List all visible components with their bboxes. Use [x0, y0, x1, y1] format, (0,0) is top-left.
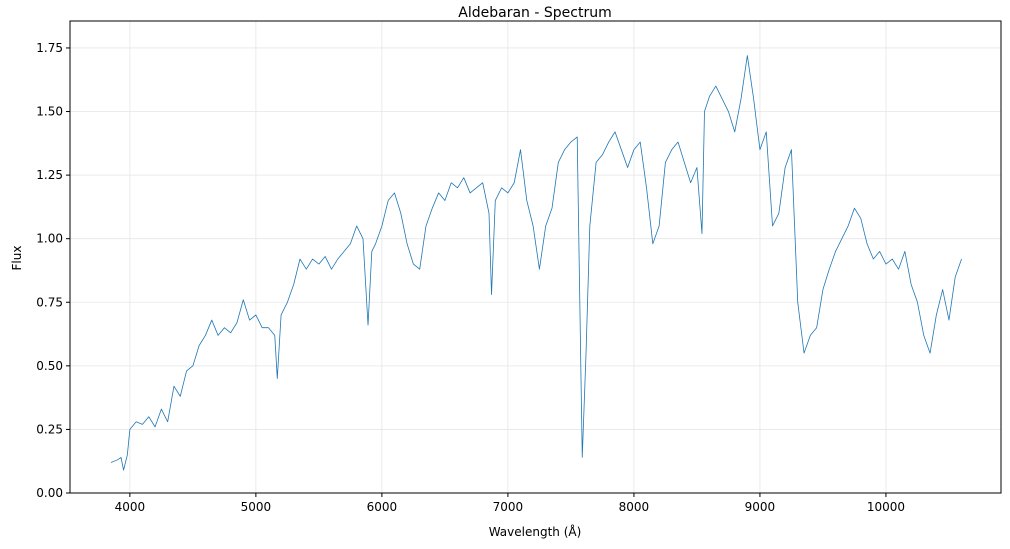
y-tick-label: 0.50 — [36, 359, 63, 373]
y-tick-label: 1.75 — [36, 41, 63, 55]
y-tick-label: 0.25 — [36, 422, 63, 436]
chart-title: Aldebaran - Spectrum — [458, 5, 611, 21]
x-tick-label: 4000 — [115, 500, 146, 514]
y-tick-label: 1.25 — [36, 168, 63, 182]
x-tick-label: 6000 — [367, 500, 398, 514]
x-tick-label: 9000 — [745, 500, 776, 514]
y-tick-label: 1.50 — [36, 105, 63, 119]
y-tick-label: 0.75 — [36, 295, 63, 309]
spectrum-line — [110, 55, 962, 471]
x-tick-label: 10000 — [867, 500, 905, 514]
y-tick-label: 1.00 — [36, 232, 63, 246]
x-tick-label: 8000 — [619, 500, 650, 514]
y-axis-label: Flux — [10, 246, 24, 271]
plot-frame — [69, 20, 1002, 494]
x-axis-label: Wavelength (Å) — [489, 524, 582, 539]
y-tick-label: 0.00 — [36, 486, 63, 500]
x-tick-label: 5000 — [241, 500, 272, 514]
x-tick-label: 7000 — [493, 500, 524, 514]
